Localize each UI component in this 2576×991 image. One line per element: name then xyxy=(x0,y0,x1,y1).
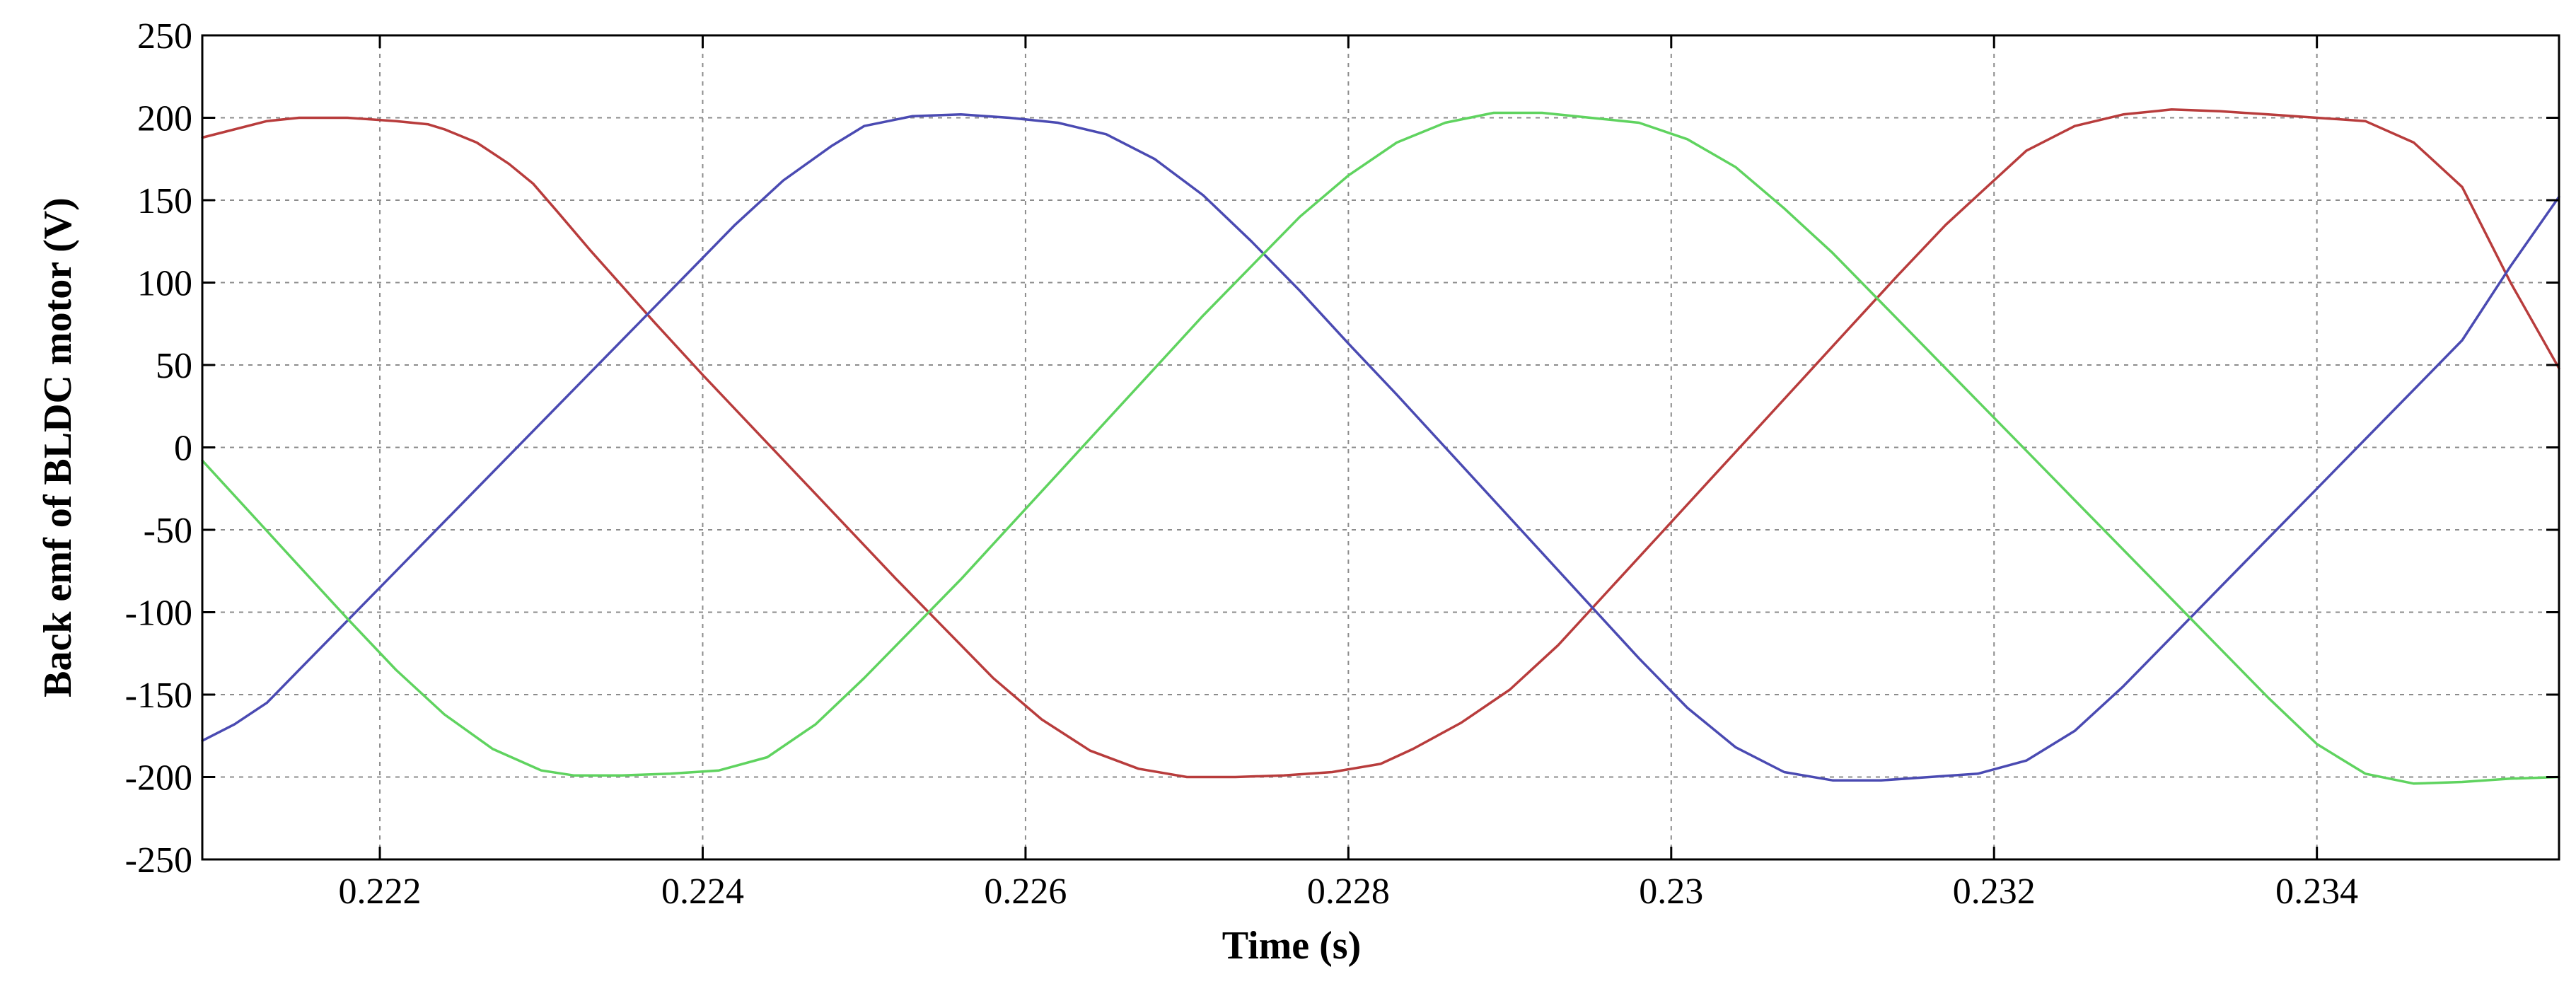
y-tick-label: -50 xyxy=(144,511,192,551)
y-axis-title: Back emf of BLDC motor (V) xyxy=(36,197,80,697)
y-tick-label: 150 xyxy=(137,181,192,221)
y-tick-label: -250 xyxy=(125,840,192,881)
series-line-3 xyxy=(201,111,2560,785)
series-line-2 xyxy=(201,113,2560,782)
x-tick-label: 0.23 xyxy=(1639,871,1703,912)
x-tick-label: 0.222 xyxy=(339,871,422,912)
x-tick-label: 0.234 xyxy=(2275,871,2358,912)
y-tick-label: -200 xyxy=(125,758,192,799)
x-axis-title: Time (s) xyxy=(1222,924,1362,968)
x-tick-label: 0.226 xyxy=(984,871,1067,912)
grid-lines xyxy=(202,35,2559,859)
y-tick-label: 50 xyxy=(156,346,192,386)
y-tick-label: -150 xyxy=(125,676,192,716)
x-tick-label: 0.224 xyxy=(661,871,744,912)
y-tick-label: 250 xyxy=(137,16,192,57)
y-tick-label: -100 xyxy=(125,593,192,634)
x-tick-label: 0.228 xyxy=(1307,871,1390,912)
series-line-1 xyxy=(201,108,2560,779)
x-tick-label: 0.232 xyxy=(1953,871,2036,912)
series-layer xyxy=(201,108,2560,785)
y-tick-label: 0 xyxy=(174,429,192,469)
y-tick-label: 200 xyxy=(137,99,192,139)
axis-ticks: 0.222 0.224 0.226 0.228 0.23 0.232 0.234 -250 -2… xyxy=(125,16,2559,912)
y-tick-label: 100 xyxy=(137,264,192,304)
